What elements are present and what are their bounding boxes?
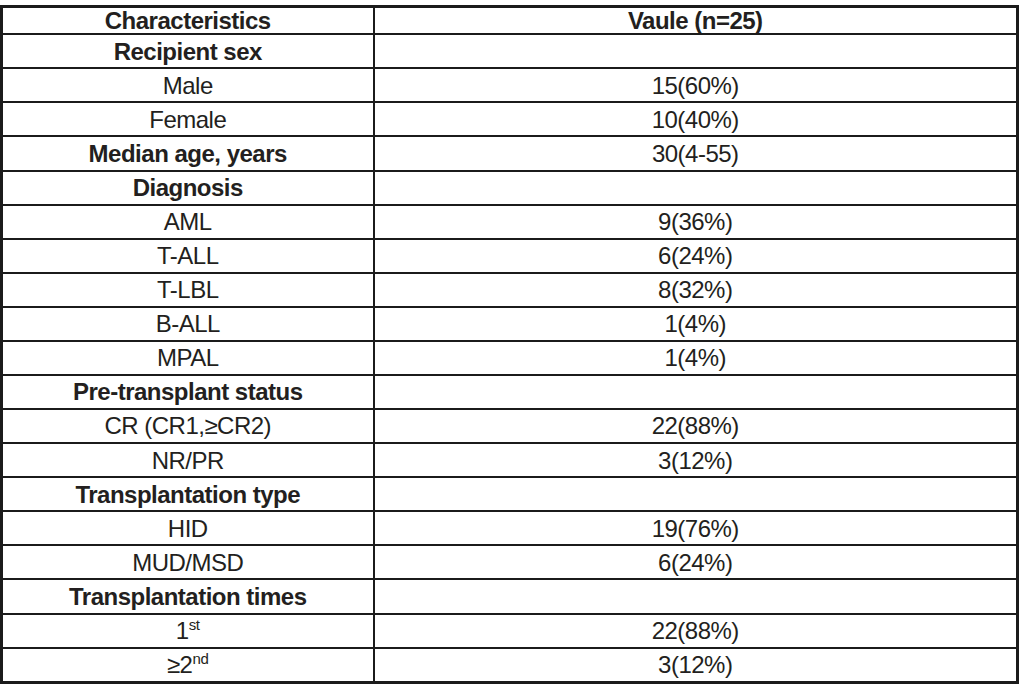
characteristic-cell: Recipient sex — [2, 34, 374, 68]
value-cell: 22(88%) — [374, 614, 1018, 648]
characteristic-cell: T-ALL — [2, 239, 374, 273]
header-row: Characteristics Vaule (n=25) — [2, 7, 1018, 35]
value-cell: 6(24%) — [374, 545, 1018, 579]
characteristic-cell: Transplantation times — [2, 579, 374, 613]
value-cell: 19(76%) — [374, 511, 1018, 545]
value-cell: 3(12%) — [374, 648, 1018, 683]
table-row: B-ALL1(4%) — [2, 307, 1018, 341]
value-cell: 1(4%) — [374, 341, 1018, 375]
characteristic-cell: B-ALL — [2, 307, 374, 341]
value-cell — [374, 477, 1018, 511]
table-row: MPAL1(4%) — [2, 341, 1018, 375]
paper-table-region: Characteristics Vaule (n=25) Recipient s… — [0, 0, 1022, 684]
table-row: AML9(36%) — [2, 205, 1018, 239]
characteristic-cell: T-LBL — [2, 273, 374, 307]
value-cell: 1(4%) — [374, 307, 1018, 341]
table-row: Diagnosis — [2, 171, 1018, 205]
table-row: NR/PR3(12%) — [2, 443, 1018, 477]
value-cell: 9(36%) — [374, 205, 1018, 239]
table-body: Recipient sexMale15(60%)Female10(40%)Med… — [2, 34, 1018, 682]
characteristic-cell: ≥2nd — [2, 648, 374, 683]
value-cell: 30(4-55) — [374, 136, 1018, 170]
characteristic-cell: Transplantation type — [2, 477, 374, 511]
characteristic-cell: NR/PR — [2, 443, 374, 477]
table-row: CR (CR1,≥CR2)22(88%) — [2, 409, 1018, 443]
characteristic-cell: Diagnosis — [2, 171, 374, 205]
table-row: Transplantation type — [2, 477, 1018, 511]
value-cell: 10(40%) — [374, 102, 1018, 136]
characteristic-cell: HID — [2, 511, 374, 545]
table-row: T-ALL6(24%) — [2, 239, 1018, 273]
characteristic-cell: Female — [2, 102, 374, 136]
value-cell: 6(24%) — [374, 239, 1018, 273]
characteristics-table: Characteristics Vaule (n=25) Recipient s… — [0, 5, 1019, 684]
value-cell: 8(32%) — [374, 273, 1018, 307]
table-row: ≥2nd3(12%) — [2, 648, 1018, 683]
characteristic-cell: 1st — [2, 614, 374, 648]
table-row: Recipient sex — [2, 34, 1018, 68]
value-cell: 3(12%) — [374, 443, 1018, 477]
characteristic-cell: MPAL — [2, 341, 374, 375]
value-cell — [374, 579, 1018, 613]
table-row: 1st22(88%) — [2, 614, 1018, 648]
ordinal-superscript: nd — [192, 650, 208, 667]
ordinal-superscript: st — [189, 616, 200, 633]
characteristic-cell: CR (CR1,≥CR2) — [2, 409, 374, 443]
table-row: Median age, years30(4-55) — [2, 136, 1018, 170]
table-row: T-LBL8(32%) — [2, 273, 1018, 307]
value-cell — [374, 375, 1018, 409]
table-row: Male15(60%) — [2, 68, 1018, 102]
table-row: Transplantation times — [2, 579, 1018, 613]
table-row: Female10(40%) — [2, 102, 1018, 136]
characteristic-cell: AML — [2, 205, 374, 239]
table-row: Pre-transplant status — [2, 375, 1018, 409]
table-row: HID19(76%) — [2, 511, 1018, 545]
value-cell — [374, 34, 1018, 68]
characteristic-cell: Male — [2, 68, 374, 102]
column-header-characteristics: Characteristics — [2, 7, 374, 35]
value-cell: 22(88%) — [374, 409, 1018, 443]
characteristic-cell: Pre-transplant status — [2, 375, 374, 409]
column-header-value: Vaule (n=25) — [374, 7, 1018, 35]
table-row: MUD/MSD6(24%) — [2, 545, 1018, 579]
characteristic-cell: MUD/MSD — [2, 545, 374, 579]
characteristic-cell: Median age, years — [2, 136, 374, 170]
value-cell — [374, 171, 1018, 205]
value-cell: 15(60%) — [374, 68, 1018, 102]
